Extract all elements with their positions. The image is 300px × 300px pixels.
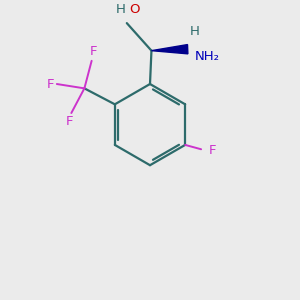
Text: NH₂: NH₂ <box>195 50 220 63</box>
Polygon shape <box>152 45 188 54</box>
Text: H: H <box>190 25 200 38</box>
Text: O: O <box>130 3 140 16</box>
Text: F: F <box>66 115 74 128</box>
Text: F: F <box>89 46 97 59</box>
Text: H: H <box>116 3 125 16</box>
Text: F: F <box>47 77 55 91</box>
Text: F: F <box>208 144 216 157</box>
